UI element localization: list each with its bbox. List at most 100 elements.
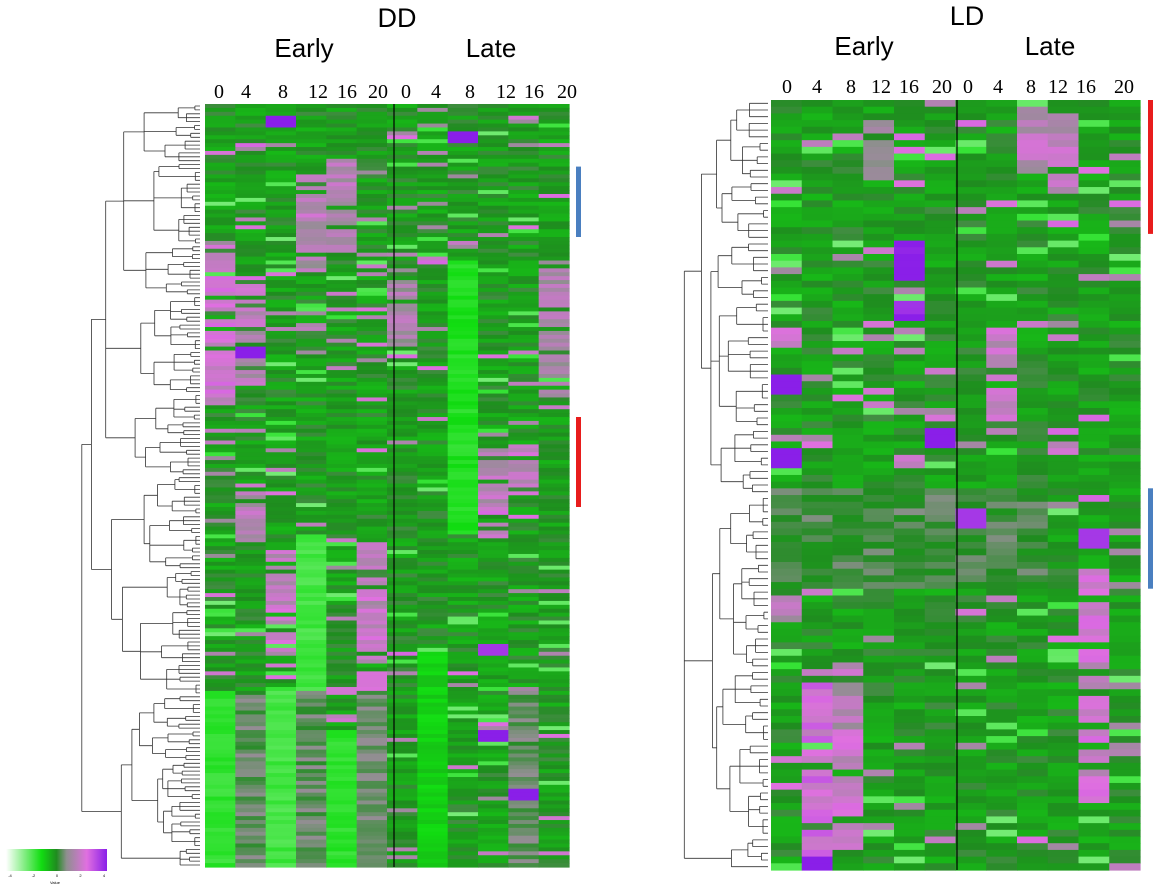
- heatmap-cell: [508, 788, 540, 794]
- heatmap-cell: [508, 796, 540, 802]
- heatmap-cell: [538, 104, 570, 109]
- heatmap-cell: [478, 154, 509, 160]
- heatmap-cell: [1017, 722, 1049, 730]
- heatmap-cell: [894, 729, 926, 737]
- heatmap-cell: [417, 225, 449, 230]
- heatmap-cell: [863, 441, 895, 449]
- heatmap-cell: [417, 769, 449, 774]
- heatmap-cell: [447, 777, 479, 782]
- heatmap-cell: [205, 463, 236, 469]
- heatmap-cell: [447, 467, 479, 473]
- heatmap-cell: [326, 753, 358, 759]
- heatmap-cell: [205, 565, 236, 571]
- heatmap-cell: [296, 546, 327, 551]
- heatmap-cell: [326, 863, 358, 868]
- heatmap-cell: [863, 160, 895, 168]
- heatmap-cell: [265, 119, 297, 125]
- heatmap-cell: [1017, 501, 1049, 510]
- heatmap-cell: [1017, 669, 1049, 677]
- heatmap-cell: [387, 456, 418, 461]
- heatmap-cell: [387, 769, 418, 774]
- heatmap-cell: [417, 553, 449, 559]
- heatmap-cell: [955, 394, 987, 402]
- heatmap-cell: [1109, 548, 1141, 556]
- heatmap-cell: [771, 756, 803, 764]
- heatmap-cell: [986, 642, 1018, 650]
- heatmap-cell: [771, 695, 803, 704]
- heatmap-cell: [205, 182, 236, 187]
- heatmap-cell: [326, 432, 358, 438]
- heatmap-cell: [235, 784, 267, 790]
- dendrogram-branches: [683, 102, 768, 868]
- heatmap-cell: [1017, 809, 1049, 818]
- heatmap-cell: [205, 557, 236, 563]
- heatmap-cell: [265, 237, 297, 242]
- heatmap-cell: [478, 804, 509, 809]
- heatmap-cell: [1047, 782, 1080, 791]
- heatmap-cell: [296, 499, 327, 504]
- heatmap-cell: [447, 647, 479, 653]
- heatmap-cell: [296, 757, 327, 762]
- heatmap-cell: [1109, 555, 1141, 563]
- heatmap-cell: [356, 788, 388, 794]
- heatmap-cell: [1109, 602, 1141, 610]
- heatmap-cell: [538, 495, 570, 500]
- heatmap-cell: [326, 569, 358, 575]
- heatmap-cell: [1078, 642, 1110, 650]
- heatmap-cell: [387, 287, 418, 293]
- heatmap-cell: [1047, 749, 1080, 757]
- heatmap-cell: [508, 620, 540, 625]
- heatmap-cell: [356, 417, 388, 422]
- heatmap-cell: [447, 753, 479, 759]
- heatmap-cell: [955, 829, 987, 838]
- heatmap-cell: [1109, 180, 1141, 188]
- time-label: 16: [899, 76, 919, 98]
- heatmap-cell: [1047, 120, 1080, 128]
- heatmap-cell: [863, 354, 895, 362]
- heatmap-cell: [296, 463, 327, 469]
- heatmap-cell: [296, 104, 327, 109]
- heatmap-cell: [296, 272, 327, 277]
- heatmap-cell: [417, 612, 449, 618]
- heatmap-cell: [235, 280, 267, 285]
- heatmap-cell: [538, 213, 570, 219]
- heatmap-cell: [1109, 113, 1141, 121]
- heatmap-cell: [326, 851, 358, 856]
- heatmap-cell: [863, 428, 895, 436]
- heatmap-cell: [296, 561, 327, 567]
- heatmap-cell: [863, 126, 895, 135]
- heatmap-cell: [538, 671, 570, 676]
- heatmap-cell: [478, 107, 509, 113]
- heatmap-cell: [508, 722, 540, 727]
- heatmap-cell: [1047, 635, 1080, 643]
- heatmap-cell: [894, 193, 926, 202]
- heatmap-cell: [955, 468, 987, 476]
- heatmap-cell: [508, 863, 540, 868]
- heatmap-cell: [387, 773, 418, 778]
- heatmap-cell: [265, 495, 297, 500]
- heatmap-cell: [265, 753, 297, 759]
- heatmap-cell: [296, 835, 327, 841]
- heatmap-cell: [1078, 394, 1110, 402]
- heatmap-cell: [205, 855, 236, 860]
- heatmap-cell: [801, 528, 834, 536]
- heatmap-cell: [955, 160, 987, 168]
- heatmap-cell: [296, 773, 327, 778]
- heatmap-cell: [538, 706, 570, 712]
- heatmap-cell: [205, 131, 236, 136]
- heatmap-cell: [801, 347, 834, 356]
- heatmap-cell: [326, 358, 358, 363]
- heatmap-cell: [235, 127, 267, 132]
- heatmap-cell: [387, 381, 418, 387]
- heatmap-cell: [326, 283, 358, 289]
- heatmap-cell: [205, 839, 236, 845]
- heatmap-cell: [955, 608, 987, 617]
- heatmap-cell: [296, 413, 327, 418]
- heatmap-cell: [508, 209, 540, 215]
- heatmap-cell: [832, 548, 864, 556]
- heatmap-cell: [863, 628, 895, 637]
- heatmap-cell: [1078, 508, 1110, 516]
- heatmap-cell: [235, 773, 267, 778]
- heatmap-cell: [447, 659, 479, 665]
- color-key-scale: -4 -2 0 2 4: [8, 873, 106, 878]
